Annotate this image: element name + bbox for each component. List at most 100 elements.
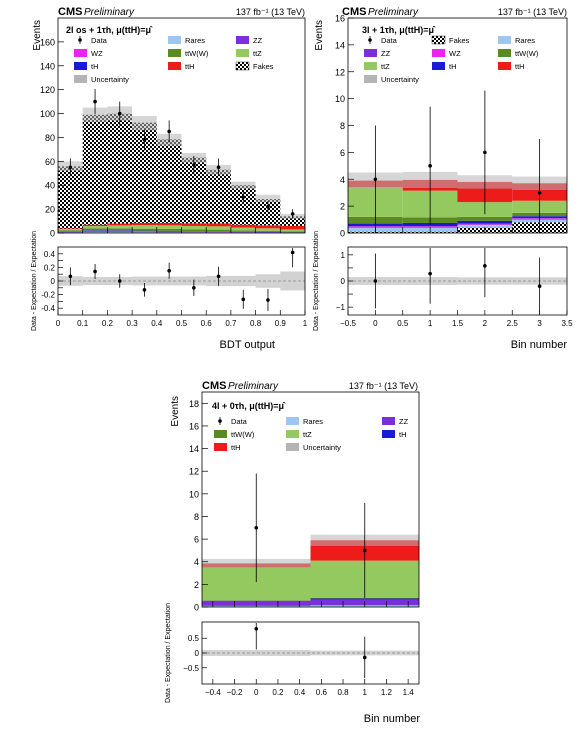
bar-rares — [457, 224, 513, 228]
data-point — [68, 165, 73, 170]
preliminary-label: Preliminary — [368, 7, 419, 18]
legend-swatch-zz — [364, 49, 377, 57]
bar-ttH — [280, 225, 305, 230]
y-tick-label: 6 — [194, 535, 199, 545]
bar-ttZ — [132, 225, 157, 229]
bar-tH — [132, 230, 157, 232]
legend-label-data: Data — [91, 36, 108, 45]
ratio-point — [483, 264, 487, 268]
legend-swatch-wz — [74, 49, 87, 57]
y-tick-label: 14 — [335, 40, 345, 50]
bar-ttZ — [58, 229, 83, 231]
main-plot: 0 2 4 6 8 10 12 14 16 18 4l + 0τh, μ(ttH)=μ̂ Even… — [170, 391, 420, 613]
legend-label-ttW: ttW(W) — [185, 49, 209, 58]
ratio-y-tick-label: 1 — [341, 251, 346, 260]
ratio-point — [266, 298, 270, 302]
legend: Data Rares ZZ WZ ttW(W) ttZ tH ttH Fakes Uncertai… — [74, 36, 274, 84]
bar-fakes — [58, 166, 83, 229]
x-axis-title: Bin number — [364, 713, 421, 725]
bar-rares — [82, 232, 108, 233]
ratio-uncertainty-band — [280, 271, 305, 291]
y-tick-label: 18 — [189, 399, 199, 409]
main-plot-frame — [201, 391, 420, 608]
y-tick-label: 80 — [45, 133, 55, 143]
ratio-uncertainty-band — [255, 274, 281, 288]
x-tick-label: 1.2 — [381, 688, 393, 697]
x-tick-label: 0.2 — [102, 319, 114, 328]
bar-ttH — [82, 224, 108, 227]
bar-fakes — [280, 216, 305, 226]
bar-fakes — [156, 139, 182, 223]
ratio-point — [362, 655, 367, 660]
ratio-point — [428, 271, 432, 276]
data-point — [241, 195, 246, 199]
legend-label-data: Data — [381, 36, 398, 45]
bar-wz — [402, 226, 458, 227]
ratio-point — [254, 626, 259, 631]
x-tick-label: 2 — [483, 319, 488, 328]
x-tick-label: 0.2 — [272, 688, 284, 697]
ratio-y-tick-label: 0 — [195, 649, 200, 658]
ratio-point — [192, 286, 196, 290]
lumi-label: 137 fb⁻¹ (13 TeV) — [236, 7, 305, 17]
bar-ttW — [230, 230, 256, 232]
channel-label: 2l os + 1τh, μ(ttH)=μ̂ — [66, 25, 153, 35]
ratio-point — [93, 269, 97, 274]
legend-label-rares: Rares — [303, 417, 323, 426]
x-tick-label: −0.2 — [227, 688, 243, 697]
main-plot-frame — [57, 17, 306, 234]
data-point — [93, 99, 97, 104]
ratio-y-axis-title: Data - Expectation / Expectation — [313, 231, 320, 331]
bar-ttZ — [206, 226, 231, 230]
bar-ttW — [457, 216, 513, 221]
cms-label: CMS — [58, 6, 82, 18]
legend-swatch-tH — [432, 62, 445, 70]
x-tick-label: 3.5 — [561, 319, 573, 328]
legend-swatch-uncertainty — [74, 75, 87, 83]
x-axis-title: Bin number — [511, 339, 568, 351]
y-tick-label: 10 — [335, 94, 345, 104]
bar-ttW — [255, 230, 281, 232]
bar-ttZ — [107, 225, 133, 229]
main-plot-frame — [347, 17, 568, 234]
y-tick-label: 16 — [189, 421, 199, 431]
channel-label: 4l + 0τh, μ(ttH)=μ̂ — [212, 401, 286, 411]
ratio-y-tick-label: -0.4 — [41, 304, 55, 313]
y-axis-title: Events — [32, 20, 43, 51]
legend: Data Fakes Rares ZZ WZ ttW(W) ttZ tH ttH Uncertai… — [364, 35, 539, 84]
legend-swatch-ttH — [498, 62, 511, 70]
bar-ttZ — [156, 225, 182, 229]
legend-swatch-tH — [74, 62, 87, 70]
legend-data-marker-dot — [218, 419, 222, 423]
legend-swatch-fakes — [235, 61, 250, 71]
x-tick-label: 0.5 — [397, 319, 409, 328]
legend-swatch-ttZ — [286, 430, 299, 438]
legend-label-wz: WZ — [449, 49, 461, 58]
bar-fakes — [107, 113, 133, 224]
y-tick-label: 6 — [340, 148, 345, 158]
bar-wz — [132, 231, 157, 232]
legend-label-ttW: ttW(W) — [231, 430, 255, 439]
bar-tH — [107, 230, 133, 231]
ratio-point — [68, 274, 73, 279]
legend-swatch-rares — [286, 417, 299, 425]
uncertainty-band — [230, 181, 256, 189]
ratio-point — [241, 297, 246, 302]
y-tick-label: 12 — [335, 67, 345, 77]
legend-swatch-ttW — [168, 49, 181, 57]
bar-tH — [82, 230, 108, 231]
legend-swatch-ttZ — [236, 49, 249, 57]
legend-swatch-rares — [498, 36, 511, 44]
y-tick-label: 10 — [189, 489, 199, 499]
lumi-label: 137 fb⁻¹ (13 TeV) — [349, 381, 418, 391]
data-point — [428, 164, 432, 168]
bar-rares — [132, 232, 157, 233]
ratio-y-tick-label: 0 — [51, 277, 56, 286]
bar-ttH — [255, 225, 281, 229]
legend-label-rares: Rares — [185, 36, 205, 45]
legend-label-uncertainty: Uncertainty — [381, 75, 419, 84]
ratio-y-tick-label: 0.4 — [44, 250, 56, 259]
ratio-plot: −1 0 1 −0.5 0 0.5 1 1.5 2 2.5 3 3.5 Data - Expectat… — [313, 231, 573, 331]
data-point — [216, 165, 221, 170]
ratio-point — [142, 288, 147, 292]
